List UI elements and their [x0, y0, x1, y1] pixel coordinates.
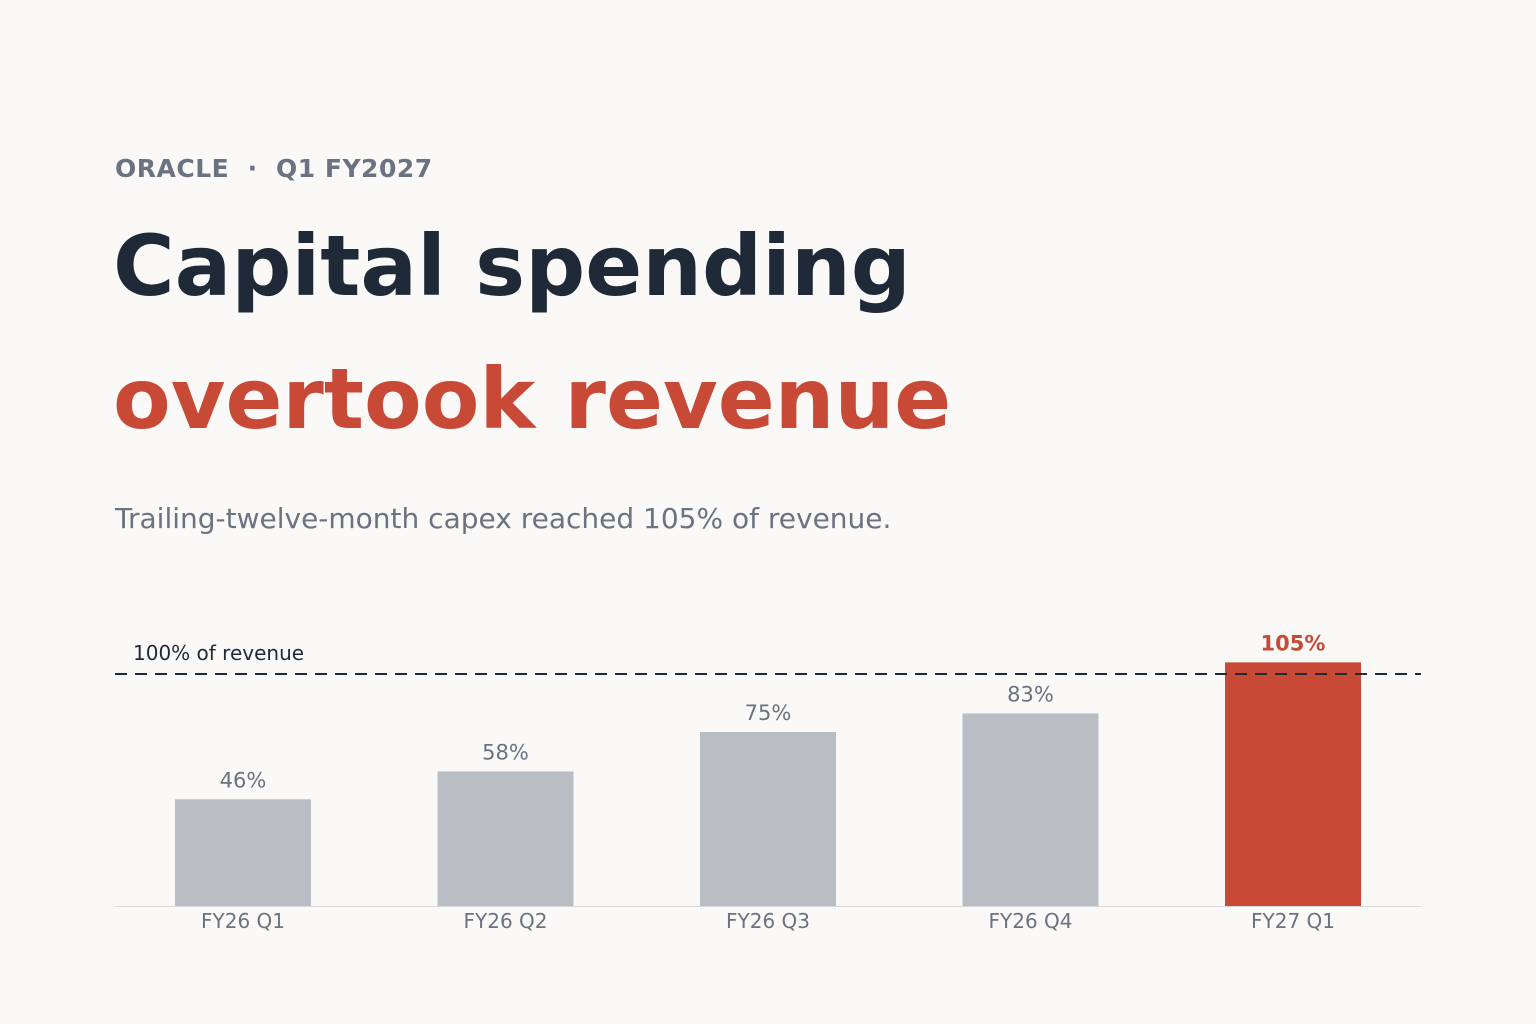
x-tick-label: FY26 Q2	[464, 909, 548, 933]
bar-value-label: 46%	[220, 768, 267, 792]
labels-layer: 46% FY26 Q1 58% FY26 Q2 75% FY26 Q3 83% FY26 Q4…	[201, 631, 1335, 933]
bar-value-label: 105%	[1261, 631, 1326, 655]
headline-line-1: Capital spending	[113, 217, 911, 315]
eyebrow-label: ORACLE · Q1 FY2027	[115, 154, 433, 183]
x-tick-label: FY26 Q3	[726, 909, 810, 933]
bar-fy26-q3	[700, 732, 836, 906]
x-tick-label: FY26 Q1	[201, 909, 285, 933]
bar-value-label: 75%	[745, 701, 792, 725]
subtitle: Trailing-twelve-month capex reached 105%…	[115, 502, 892, 535]
headline-line-2: overtook revenue	[113, 350, 952, 448]
bar-value-label: 83%	[1007, 682, 1054, 706]
reference-line-label: 100% of revenue	[133, 641, 304, 665]
bar-fy26-q4	[962, 713, 1099, 906]
bar-value-label: 58%	[482, 740, 529, 764]
x-tick-label: FY27 Q1	[1251, 909, 1335, 933]
bar-fy27-q1	[1225, 662, 1361, 906]
bars-layer	[175, 662, 1361, 906]
bar-fy26-q2	[437, 771, 574, 906]
bar-fy26-q1	[175, 799, 311, 906]
x-tick-label: FY26 Q4	[989, 909, 1073, 933]
